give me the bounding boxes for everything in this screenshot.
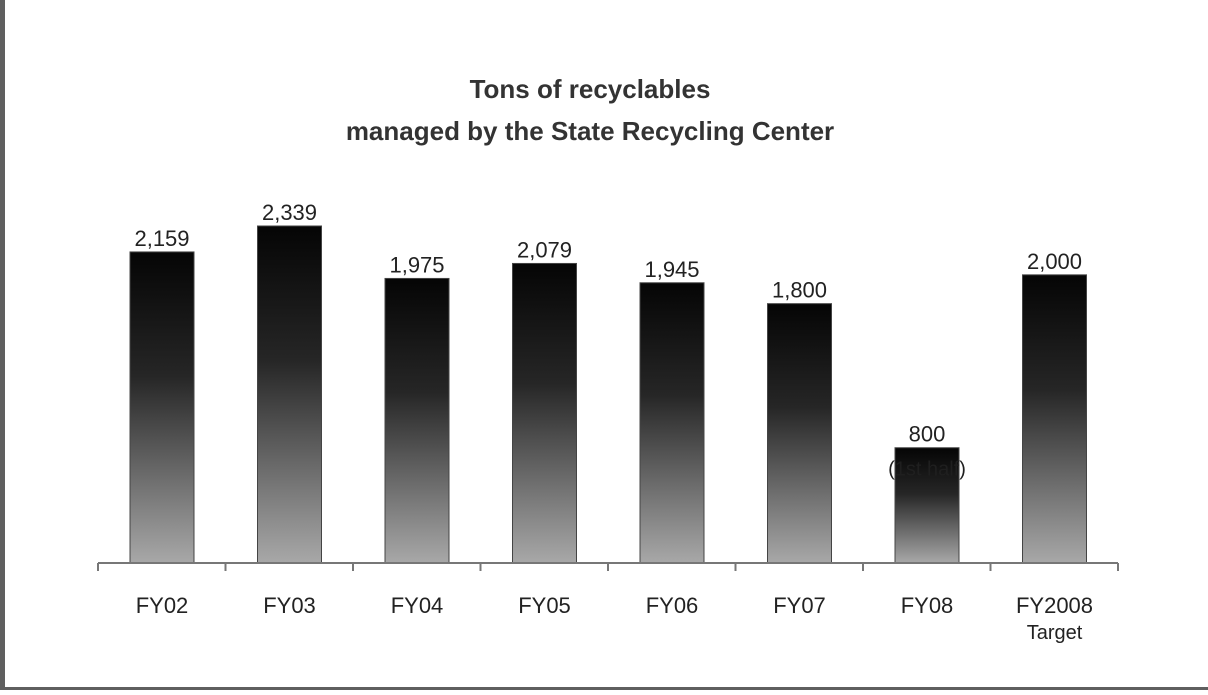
bottom-border <box>0 687 1208 690</box>
data-label-3: 2,079 <box>517 237 572 262</box>
x-tick-label-7: FY2008 <box>1016 593 1093 618</box>
x-tick-label-0: FY02 <box>136 593 189 618</box>
left-border <box>0 0 5 690</box>
chart-title: Tons of recyclables managed by the State … <box>346 74 834 146</box>
bar-1 <box>257 225 322 564</box>
bar-0 <box>129 251 195 564</box>
x-tick-label-4: FY06 <box>646 593 699 618</box>
data-label-5: 1,800 <box>772 278 827 303</box>
chart-title-line-2: managed by the State Recycling Center <box>346 116 834 146</box>
data-label-2: 1,975 <box>389 252 444 277</box>
x-tick-label-3: FY05 <box>518 593 571 618</box>
data-label-4: 1,945 <box>644 257 699 282</box>
data-label-6-line-2: (1st half) <box>888 459 966 481</box>
data-labels: 2,159 2,339 1,975 2,079 1,945 1,800 800 (1st ha… <box>134 200 1082 481</box>
x-tick-label-5: FY07 <box>773 593 826 618</box>
bar-7 <box>1022 274 1087 564</box>
x-tick-labels: FY02 FY03 FY04 FY05 FY06 FY07 FY08 FY2008 Target <box>136 593 1093 644</box>
data-label-0: 2,159 <box>134 226 189 251</box>
chart-title-line-1: Tons of recyclables <box>470 74 711 104</box>
x-tick-label-1: FY03 <box>263 593 316 618</box>
x-tick-label-7-line-2: Target <box>1027 622 1083 644</box>
bar-5 <box>767 303 832 564</box>
x-axis <box>97 562 1119 571</box>
bar-4 <box>639 282 705 564</box>
bars <box>129 225 1087 564</box>
bar-3 <box>512 262 577 564</box>
x-tick-label-6: FY08 <box>901 593 954 618</box>
data-label-6-line-1: 800 <box>909 422 946 447</box>
x-tick-label-2: FY04 <box>391 593 444 618</box>
data-label-7: 2,000 <box>1027 249 1082 274</box>
bar-2 <box>384 277 450 564</box>
data-label-1: 2,339 <box>262 200 317 225</box>
